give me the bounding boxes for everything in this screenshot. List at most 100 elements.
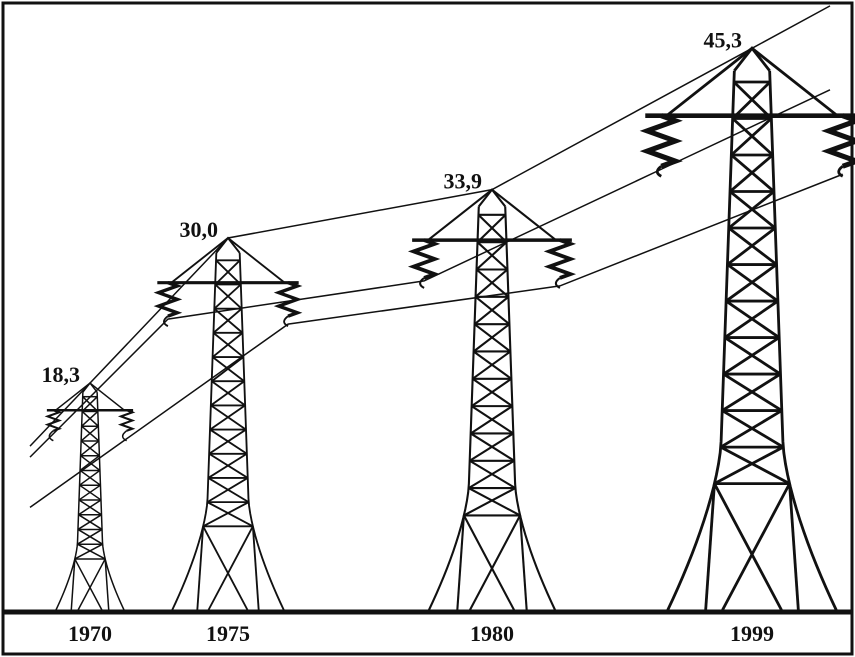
tower-brace: [473, 296, 510, 325]
value-label: 33,9: [444, 169, 483, 194]
tower-brace: [469, 514, 522, 611]
tower-brace: [212, 307, 243, 334]
tower-arm-stay: [491, 188, 557, 241]
value-label: 45,3: [704, 27, 743, 52]
insulator: [153, 281, 183, 318]
tower-brace: [730, 117, 773, 157]
tower-brace: [202, 501, 250, 528]
insulator-hook: [419, 277, 425, 289]
tower-arm-stay: [227, 237, 286, 284]
wire: [29, 173, 843, 508]
insulator: [407, 238, 441, 280]
tower-brace: [206, 477, 249, 503]
tower: [407, 187, 577, 611]
tower-brace: [78, 499, 102, 516]
insulator-hook: [554, 277, 561, 289]
tower-brace: [720, 445, 791, 485]
tower-brace: [80, 425, 99, 442]
tower-brace: [725, 263, 778, 303]
tower-brace: [77, 528, 103, 545]
tower-leg: [768, 70, 838, 611]
x-tick-label: 1980: [470, 621, 514, 646]
tower-brace: [77, 543, 106, 560]
tower-arm-stay: [170, 237, 229, 284]
tower-brace: [81, 410, 99, 427]
tower-brace: [212, 332, 244, 358]
value-label: 18,3: [42, 362, 81, 387]
tower-brace: [210, 380, 245, 407]
x-tick-label: 1975: [206, 621, 250, 646]
tower-leg: [504, 206, 557, 611]
tower-brace: [468, 459, 515, 489]
tower-brace: [104, 558, 110, 611]
insulator-hook: [837, 165, 844, 178]
tower-brace: [208, 428, 247, 455]
tower-brace: [80, 440, 100, 457]
tower-brace: [196, 526, 205, 611]
tower-leg: [55, 392, 84, 611]
tower-arm-stay: [665, 47, 753, 117]
tower-brace: [207, 525, 254, 611]
tower-brace: [77, 558, 106, 611]
tower-brace: [729, 153, 774, 193]
tower: [44, 381, 136, 611]
tower-brace: [475, 241, 508, 271]
x-tick-label: 1999: [730, 621, 774, 646]
tower-brace: [74, 543, 103, 560]
tower-brace: [519, 515, 528, 611]
tower-brace: [207, 452, 248, 479]
tower-leg: [96, 392, 125, 611]
tower-brace: [469, 432, 514, 462]
tower-brace: [251, 526, 260, 611]
tower-brace: [463, 487, 516, 517]
tower-brace: [81, 396, 98, 412]
tower-brace: [721, 482, 791, 611]
tower-brace: [211, 356, 244, 382]
tower-brace: [731, 80, 772, 120]
tower-brace: [70, 558, 76, 611]
tower-brace: [470, 405, 513, 435]
tower-brace: [202, 525, 249, 611]
tower-brace: [722, 336, 780, 376]
insulator: [639, 113, 683, 169]
tower-arm-stay: [427, 188, 493, 241]
tower-brace: [788, 483, 800, 611]
tower-brace: [713, 482, 783, 611]
tower-brace: [724, 299, 779, 339]
value-label: 30,0: [180, 217, 219, 242]
tower-arm-stay: [55, 382, 91, 411]
tower-brace: [214, 259, 241, 286]
tower-brace: [79, 455, 100, 472]
tower-brace: [726, 226, 777, 266]
tower-brace: [713, 445, 784, 485]
wire: [29, 5, 831, 447]
tower-brace: [468, 487, 521, 517]
x-tick-label: 1970: [68, 621, 112, 646]
tower-brace: [472, 323, 511, 353]
wire: [29, 89, 831, 458]
tower-brace: [79, 469, 101, 486]
tower-brace: [474, 268, 509, 298]
tower-brace: [74, 558, 103, 611]
tower-brace: [213, 283, 242, 310]
tower-arm-stay: [89, 382, 125, 411]
tower-brace: [721, 372, 782, 412]
tower-arm-stay: [751, 47, 839, 117]
tower-brace: [206, 501, 254, 528]
tower-brace: [471, 377, 512, 407]
tower-brace: [704, 483, 716, 611]
tower-brace: [472, 350, 512, 380]
tower-leg: [238, 252, 285, 611]
tower-leg: [427, 206, 480, 611]
tower-brace: [77, 514, 102, 531]
tower-brace: [720, 409, 783, 449]
tower-brace: [476, 214, 507, 243]
insulator: [117, 409, 136, 432]
insulator-hook: [48, 430, 54, 442]
tower-leg: [666, 70, 736, 611]
tower: [639, 46, 855, 611]
tower-brace: [78, 484, 101, 501]
tower-brace: [462, 514, 515, 611]
insulator-hook: [163, 315, 169, 327]
